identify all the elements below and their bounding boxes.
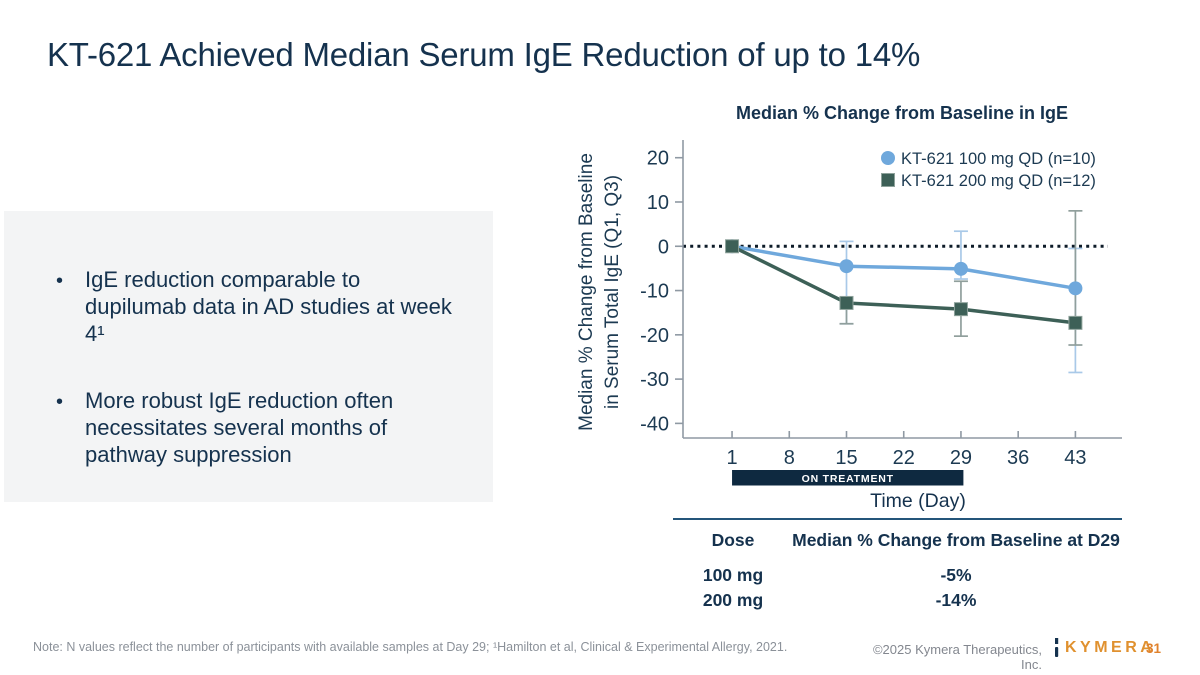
legend-label: KT-621 200 mg QD (n=12)	[901, 172, 1096, 190]
data-point-marker	[1068, 281, 1083, 296]
legend-marker	[881, 173, 895, 187]
data-point-marker	[953, 261, 968, 276]
bullet-item: IgE reduction comparable to dupilumab da…	[56, 266, 458, 347]
y-tick-label: 0	[658, 236, 669, 258]
ige-chart: Median % Change from Baseline in IgE Medi…	[555, 92, 1200, 522]
key-points-panel	[4, 211, 493, 502]
table-divider	[673, 518, 1122, 520]
copyright: ©2025 Kymera Therapeutics, Inc.	[872, 642, 1042, 672]
bullet-icon	[56, 387, 63, 468]
x-tick-label: 22	[893, 447, 915, 469]
logo-wordmark: KYMERA	[1065, 638, 1156, 656]
y-tick-label: 20	[647, 148, 669, 170]
table-header-dose: Dose	[711, 530, 755, 550]
table-header-change: Median % Change from Baseline at D29	[792, 530, 1120, 550]
series-line	[731, 244, 1076, 291]
data-point-marker	[1068, 315, 1083, 330]
table-cell-dose-200: 200 mg	[702, 590, 764, 610]
bullet-list: IgE reduction comparable to dupilumab da…	[56, 266, 458, 508]
bullet-text: More robust IgE reduction often necessit…	[85, 388, 394, 467]
y-tick-label: -30	[640, 369, 669, 391]
bullet-item: More robust IgE reduction often necessit…	[56, 387, 458, 468]
footnote: Note: N values reflect the number of par…	[33, 640, 788, 654]
y-tick-label: -40	[640, 413, 669, 435]
x-tick-label: 1	[726, 447, 737, 469]
x-tick-label: 36	[1007, 447, 1029, 469]
kymera-logo: KYMERA	[1054, 638, 1155, 657]
x-tick-label: 43	[1064, 447, 1086, 469]
y-axis-label: in Serum Total IgE (Q1, Q3)	[602, 175, 623, 409]
page-number: 31	[1146, 641, 1162, 656]
chart-title: Median % Change from Baseline in IgE	[736, 103, 1068, 123]
slide-title: KT-621 Achieved Median Serum IgE Reducti…	[47, 36, 921, 73]
bullet-icon	[56, 266, 63, 347]
data-point-marker	[725, 239, 740, 254]
y-axis-label: Median % Change from Baseline	[576, 153, 597, 431]
legend-marker	[881, 151, 895, 165]
x-tick-label: 29	[950, 447, 972, 469]
x-tick-label: 15	[835, 447, 857, 469]
on-treatment-label: ON TREATMENT	[802, 473, 894, 485]
x-axis-title: Time (Day)	[870, 490, 966, 512]
table-cell-change-200: -14%	[935, 590, 977, 610]
y-tick-label: -10	[640, 281, 669, 303]
on-treatment-bar	[732, 470, 964, 486]
logo-mark-icon	[1055, 638, 1059, 657]
x-tick-label: 8	[784, 447, 795, 469]
table-cell-dose-100: 100 mg	[702, 565, 764, 585]
y-tick-label: 10	[647, 192, 669, 214]
series-line	[731, 244, 1076, 325]
ige-chart-svg: Median % Change from Baseline in IgE Medi…	[576, 103, 1122, 512]
data-point-marker	[953, 302, 968, 317]
data-point-marker	[839, 259, 854, 274]
data-point-marker	[839, 295, 854, 310]
legend-label: KT-621 100 mg QD (n=10)	[901, 150, 1096, 168]
bullet-text: IgE reduction comparable to dupilumab da…	[85, 267, 452, 346]
table-cell-change-100: -5%	[940, 565, 972, 585]
y-tick-label: -20	[640, 325, 669, 347]
